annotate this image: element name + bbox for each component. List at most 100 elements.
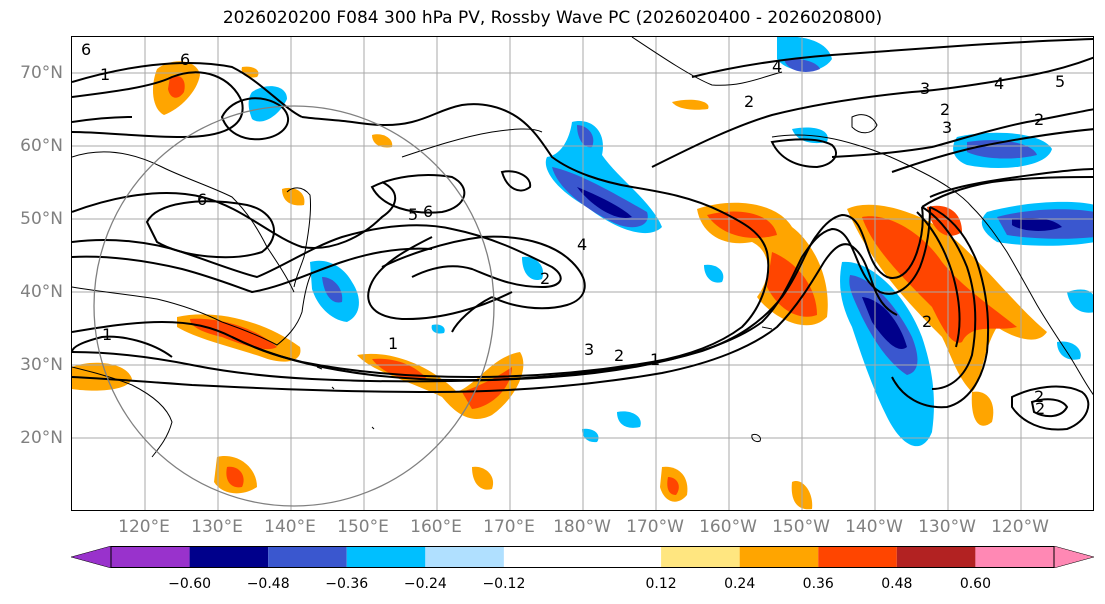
contour-label: 5	[1055, 72, 1065, 91]
colorbar-tick-label: −0.60	[168, 576, 212, 592]
negative-anomaly-region	[862, 297, 907, 349]
positive-anomaly-region	[707, 211, 777, 238]
pv-contours	[72, 38, 1093, 431]
longitude-label: 150°E	[337, 517, 389, 537]
negative-anomaly-region	[248, 86, 287, 122]
negative-anomaly-region	[617, 411, 641, 428]
colorbar-tick-label: 0.24	[724, 576, 756, 592]
colorbar-extend-high	[1053, 546, 1094, 568]
longitude-label: 130°E	[191, 517, 243, 537]
contour-label: 2	[922, 312, 932, 331]
negative-anomaly-region	[577, 125, 594, 148]
contour-label: 3	[920, 79, 930, 98]
longitude-label: 140°W	[845, 517, 903, 537]
longitude-label: 130°W	[918, 517, 976, 537]
negative-anomaly-region	[1067, 289, 1093, 313]
colorbar-tick-label: 0.60	[959, 576, 991, 592]
negative-anomaly-region	[1012, 217, 1062, 231]
contour-label: 3	[942, 118, 952, 137]
positive-anomaly-region	[72, 362, 132, 391]
longitude-label: 120°E	[118, 517, 170, 537]
negative-anomaly-region	[704, 264, 724, 283]
colorbar-tick-label: −0.36	[325, 576, 369, 592]
colorbar-segment	[268, 546, 347, 568]
contour-label: 1	[102, 325, 112, 344]
contour-labels: 6 1 6 6 5 6 4 2 3 2 1 2 1 1 4 2 3 4 2 3 …	[81, 40, 1065, 418]
negative-anomaly-region	[1057, 341, 1081, 360]
positive-anomaly-region	[372, 358, 427, 380]
colorbar-extend-low	[71, 546, 112, 568]
negative-anomaly-region	[431, 324, 445, 334]
contour-label: 2	[614, 346, 624, 365]
contour-label: 6	[180, 50, 190, 69]
longitude-label: 150°W	[772, 517, 830, 537]
contour-label: 4	[994, 74, 1004, 93]
colorbar	[71, 546, 1094, 568]
contour-label: 3	[584, 340, 594, 359]
contour-label: 2	[540, 269, 550, 288]
colorbar-segment	[975, 546, 1054, 568]
longitude-label: 160°E	[410, 517, 462, 537]
map-canvas: 6 1 6 6 5 6 4 2 3 2 1 2 1 1 4 2 3 4 2 3 …	[72, 37, 1093, 510]
longitude-label: 170°E	[483, 517, 535, 537]
contour-label: 6	[81, 40, 91, 59]
positive-anomaly-region	[226, 466, 244, 488]
contour-label: 1	[100, 65, 110, 84]
longitude-label: 120°W	[991, 517, 1049, 537]
map-gridlines	[72, 37, 1093, 510]
colorbar-tick-label: −0.24	[403, 576, 447, 592]
positive-anomaly-region	[672, 99, 709, 110]
colorbar-segment	[346, 546, 426, 568]
positive-anomaly-region	[168, 75, 185, 98]
colorbar-segment	[739, 546, 819, 568]
colorbar-segment	[503, 546, 662, 568]
latitude-label: 30°N	[20, 355, 63, 375]
contour-label: 4	[772, 57, 782, 76]
negative-anomaly-region	[522, 256, 544, 281]
longitude-label: 170°W	[626, 517, 684, 537]
positive-anomaly-region	[927, 205, 962, 236]
pv-anomaly-fills	[72, 37, 1093, 510]
positive-anomaly-region	[372, 134, 393, 148]
coastlines	[72, 37, 1093, 458]
map-panel: 6 1 6 6 5 6 4 2 3 2 1 2 1 1 4 2 3 4 2 3 …	[71, 36, 1094, 511]
reference-circle	[93, 105, 495, 507]
colorbar-segment	[896, 546, 976, 568]
latitude-label: 20°N	[20, 428, 63, 448]
contour-label: 2	[1035, 399, 1045, 418]
colorbar-segment	[818, 546, 897, 568]
positive-anomaly-region	[971, 391, 994, 426]
colorbar-tick-label: −0.48	[246, 576, 290, 592]
contour-label: 1	[388, 334, 398, 353]
negative-anomaly-region	[577, 187, 632, 218]
colorbar-segment	[661, 546, 740, 568]
contour-label: 6	[197, 190, 207, 209]
contour-label: 2	[1034, 110, 1044, 129]
positive-anomaly-region	[190, 318, 277, 350]
colorbar-tick-label: 0.36	[802, 576, 834, 592]
latitude-label: 50°N	[20, 209, 63, 229]
contour-label: 4	[577, 235, 587, 254]
negative-anomaly-region	[582, 428, 599, 443]
contour-label: 6	[423, 202, 433, 221]
negative-anomaly-region	[322, 277, 343, 303]
colorbar-tick-label: −0.12	[482, 576, 526, 592]
longitude-label: 180°W	[553, 517, 611, 537]
colorbar-segment	[425, 546, 504, 568]
positive-anomaly-region	[862, 216, 1017, 343]
latitude-label: 70°N	[20, 63, 63, 83]
contour-label: 2	[744, 92, 754, 111]
positive-anomaly-region	[472, 466, 494, 490]
positive-anomaly-region	[667, 477, 679, 495]
colorbar-segment	[111, 546, 190, 568]
latitude-label: 40°N	[20, 282, 63, 302]
contour-label: 2	[1034, 387, 1044, 406]
colorbar-outline	[110, 546, 1055, 568]
contour-label: 5	[408, 205, 418, 224]
contour-label: 1	[650, 350, 660, 369]
map-title: 2026020200 F084 300 hPa PV, Rossby Wave …	[222, 8, 883, 28]
longitude-label: 160°W	[699, 517, 757, 537]
colorbar-tick-label: 0.48	[881, 576, 913, 592]
positive-anomaly-region	[282, 187, 305, 206]
positive-anomaly-region	[241, 66, 259, 78]
